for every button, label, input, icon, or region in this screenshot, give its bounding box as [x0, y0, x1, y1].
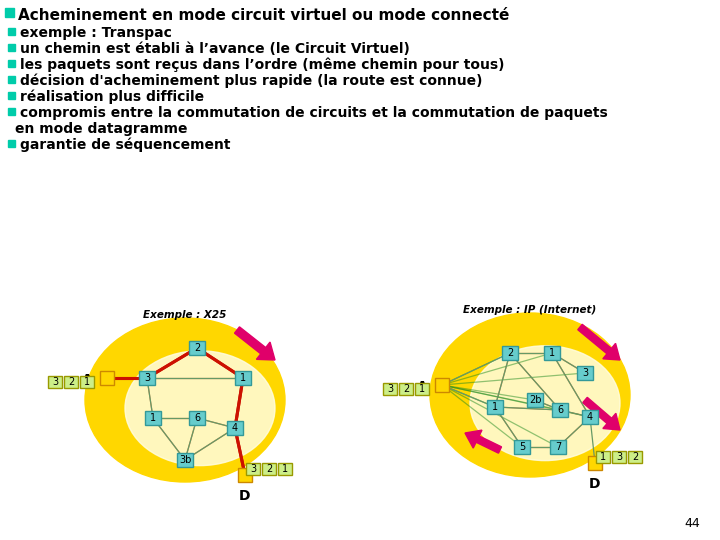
- FancyBboxPatch shape: [8, 28, 15, 35]
- FancyBboxPatch shape: [8, 60, 15, 67]
- FancyBboxPatch shape: [48, 376, 62, 388]
- Text: 7: 7: [555, 442, 561, 452]
- FancyBboxPatch shape: [527, 393, 543, 407]
- FancyBboxPatch shape: [577, 366, 593, 380]
- FancyBboxPatch shape: [588, 456, 602, 470]
- FancyBboxPatch shape: [278, 463, 292, 475]
- Ellipse shape: [430, 313, 630, 477]
- Text: 6: 6: [194, 413, 200, 423]
- FancyBboxPatch shape: [246, 463, 260, 475]
- Text: 1: 1: [600, 452, 606, 462]
- FancyBboxPatch shape: [628, 451, 642, 463]
- FancyBboxPatch shape: [139, 371, 155, 385]
- Text: un chemin est établi à l’avance (le Circuit Virtuel): un chemin est établi à l’avance (le Circ…: [20, 42, 410, 56]
- Text: 3: 3: [582, 368, 588, 378]
- Text: 3: 3: [144, 373, 150, 383]
- Text: 2: 2: [266, 464, 272, 474]
- Text: décision d'acheminement plus rapide (la route est connue): décision d'acheminement plus rapide (la …: [20, 74, 482, 89]
- Text: réalisation plus difficile: réalisation plus difficile: [20, 90, 204, 105]
- Text: 1: 1: [419, 384, 425, 394]
- FancyBboxPatch shape: [596, 451, 610, 463]
- Text: 2b: 2b: [528, 395, 541, 405]
- FancyArrow shape: [582, 397, 620, 430]
- Text: exemple : Transpac: exemple : Transpac: [20, 26, 172, 40]
- Text: 2: 2: [194, 343, 200, 353]
- Text: compromis entre la commutation de circuits et la commutation de paquets: compromis entre la commutation de circui…: [20, 106, 608, 120]
- Text: 1: 1: [150, 413, 156, 423]
- FancyBboxPatch shape: [415, 383, 429, 395]
- FancyBboxPatch shape: [435, 378, 449, 392]
- Text: Acheminement en mode circuit virtuel ou mode connecté: Acheminement en mode circuit virtuel ou …: [18, 8, 509, 23]
- FancyBboxPatch shape: [64, 376, 78, 388]
- FancyBboxPatch shape: [5, 8, 14, 17]
- Text: 2: 2: [507, 348, 513, 358]
- Ellipse shape: [470, 346, 620, 461]
- FancyBboxPatch shape: [550, 440, 566, 454]
- Text: 1: 1: [240, 373, 246, 383]
- FancyBboxPatch shape: [383, 383, 397, 395]
- Text: garantie de séquencement: garantie de séquencement: [20, 138, 230, 152]
- Text: 6: 6: [557, 405, 563, 415]
- FancyBboxPatch shape: [189, 341, 205, 355]
- Text: 3: 3: [250, 464, 256, 474]
- FancyArrow shape: [235, 327, 275, 360]
- Text: 4: 4: [232, 423, 238, 433]
- Text: 3: 3: [387, 384, 393, 394]
- FancyBboxPatch shape: [502, 346, 518, 360]
- Text: A: A: [82, 373, 93, 387]
- FancyBboxPatch shape: [8, 108, 15, 115]
- FancyArrow shape: [577, 325, 620, 360]
- FancyBboxPatch shape: [189, 411, 205, 425]
- Text: 5: 5: [519, 442, 525, 452]
- FancyBboxPatch shape: [80, 376, 94, 388]
- Text: 3: 3: [52, 377, 58, 387]
- FancyBboxPatch shape: [8, 140, 15, 147]
- Text: D: D: [239, 489, 251, 503]
- FancyBboxPatch shape: [612, 451, 626, 463]
- Text: A: A: [418, 380, 428, 394]
- Ellipse shape: [125, 351, 275, 465]
- FancyBboxPatch shape: [8, 92, 15, 99]
- Text: 3: 3: [616, 452, 622, 462]
- Text: 44: 44: [684, 517, 700, 530]
- FancyBboxPatch shape: [177, 453, 193, 467]
- Text: en mode datagramme: en mode datagramme: [15, 122, 187, 136]
- Ellipse shape: [85, 318, 285, 482]
- FancyBboxPatch shape: [262, 463, 276, 475]
- FancyBboxPatch shape: [514, 440, 530, 454]
- FancyBboxPatch shape: [145, 411, 161, 425]
- Text: 1: 1: [84, 377, 90, 387]
- FancyBboxPatch shape: [552, 403, 568, 417]
- FancyBboxPatch shape: [399, 383, 413, 395]
- Text: 1: 1: [549, 348, 555, 358]
- Text: 3b: 3b: [179, 455, 192, 465]
- Text: 4: 4: [587, 412, 593, 422]
- Text: 1: 1: [492, 402, 498, 412]
- FancyBboxPatch shape: [487, 400, 503, 414]
- FancyArrow shape: [465, 430, 502, 453]
- Text: Exemple : IP (Internet): Exemple : IP (Internet): [464, 305, 597, 315]
- Text: 2: 2: [403, 384, 409, 394]
- Text: 2: 2: [632, 452, 638, 462]
- FancyBboxPatch shape: [8, 76, 15, 83]
- FancyBboxPatch shape: [582, 410, 598, 424]
- FancyBboxPatch shape: [235, 371, 251, 385]
- Text: D: D: [589, 477, 600, 491]
- FancyBboxPatch shape: [227, 421, 243, 435]
- FancyBboxPatch shape: [544, 346, 560, 360]
- Text: 2: 2: [68, 377, 74, 387]
- Text: 1: 1: [282, 464, 288, 474]
- Text: Exemple : X25: Exemple : X25: [143, 310, 227, 320]
- FancyBboxPatch shape: [8, 44, 15, 51]
- FancyBboxPatch shape: [238, 468, 252, 482]
- FancyBboxPatch shape: [100, 371, 114, 385]
- Text: les paquets sont reçus dans l’ordre (même chemin pour tous): les paquets sont reçus dans l’ordre (mêm…: [20, 58, 505, 72]
